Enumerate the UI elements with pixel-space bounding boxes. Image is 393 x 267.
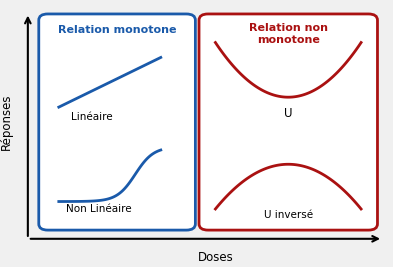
FancyBboxPatch shape: [39, 14, 195, 230]
Text: U inversé: U inversé: [264, 210, 313, 220]
Text: Non Linéaire: Non Linéaire: [66, 204, 132, 214]
Text: Réponses: Réponses: [0, 94, 13, 150]
Text: Relation non
monotone: Relation non monotone: [249, 23, 328, 45]
Text: U: U: [284, 107, 292, 120]
FancyBboxPatch shape: [199, 14, 377, 230]
Text: Relation monotone: Relation monotone: [58, 25, 176, 35]
Text: Doses: Doses: [198, 251, 233, 264]
Text: Linéaire: Linéaire: [71, 112, 112, 122]
